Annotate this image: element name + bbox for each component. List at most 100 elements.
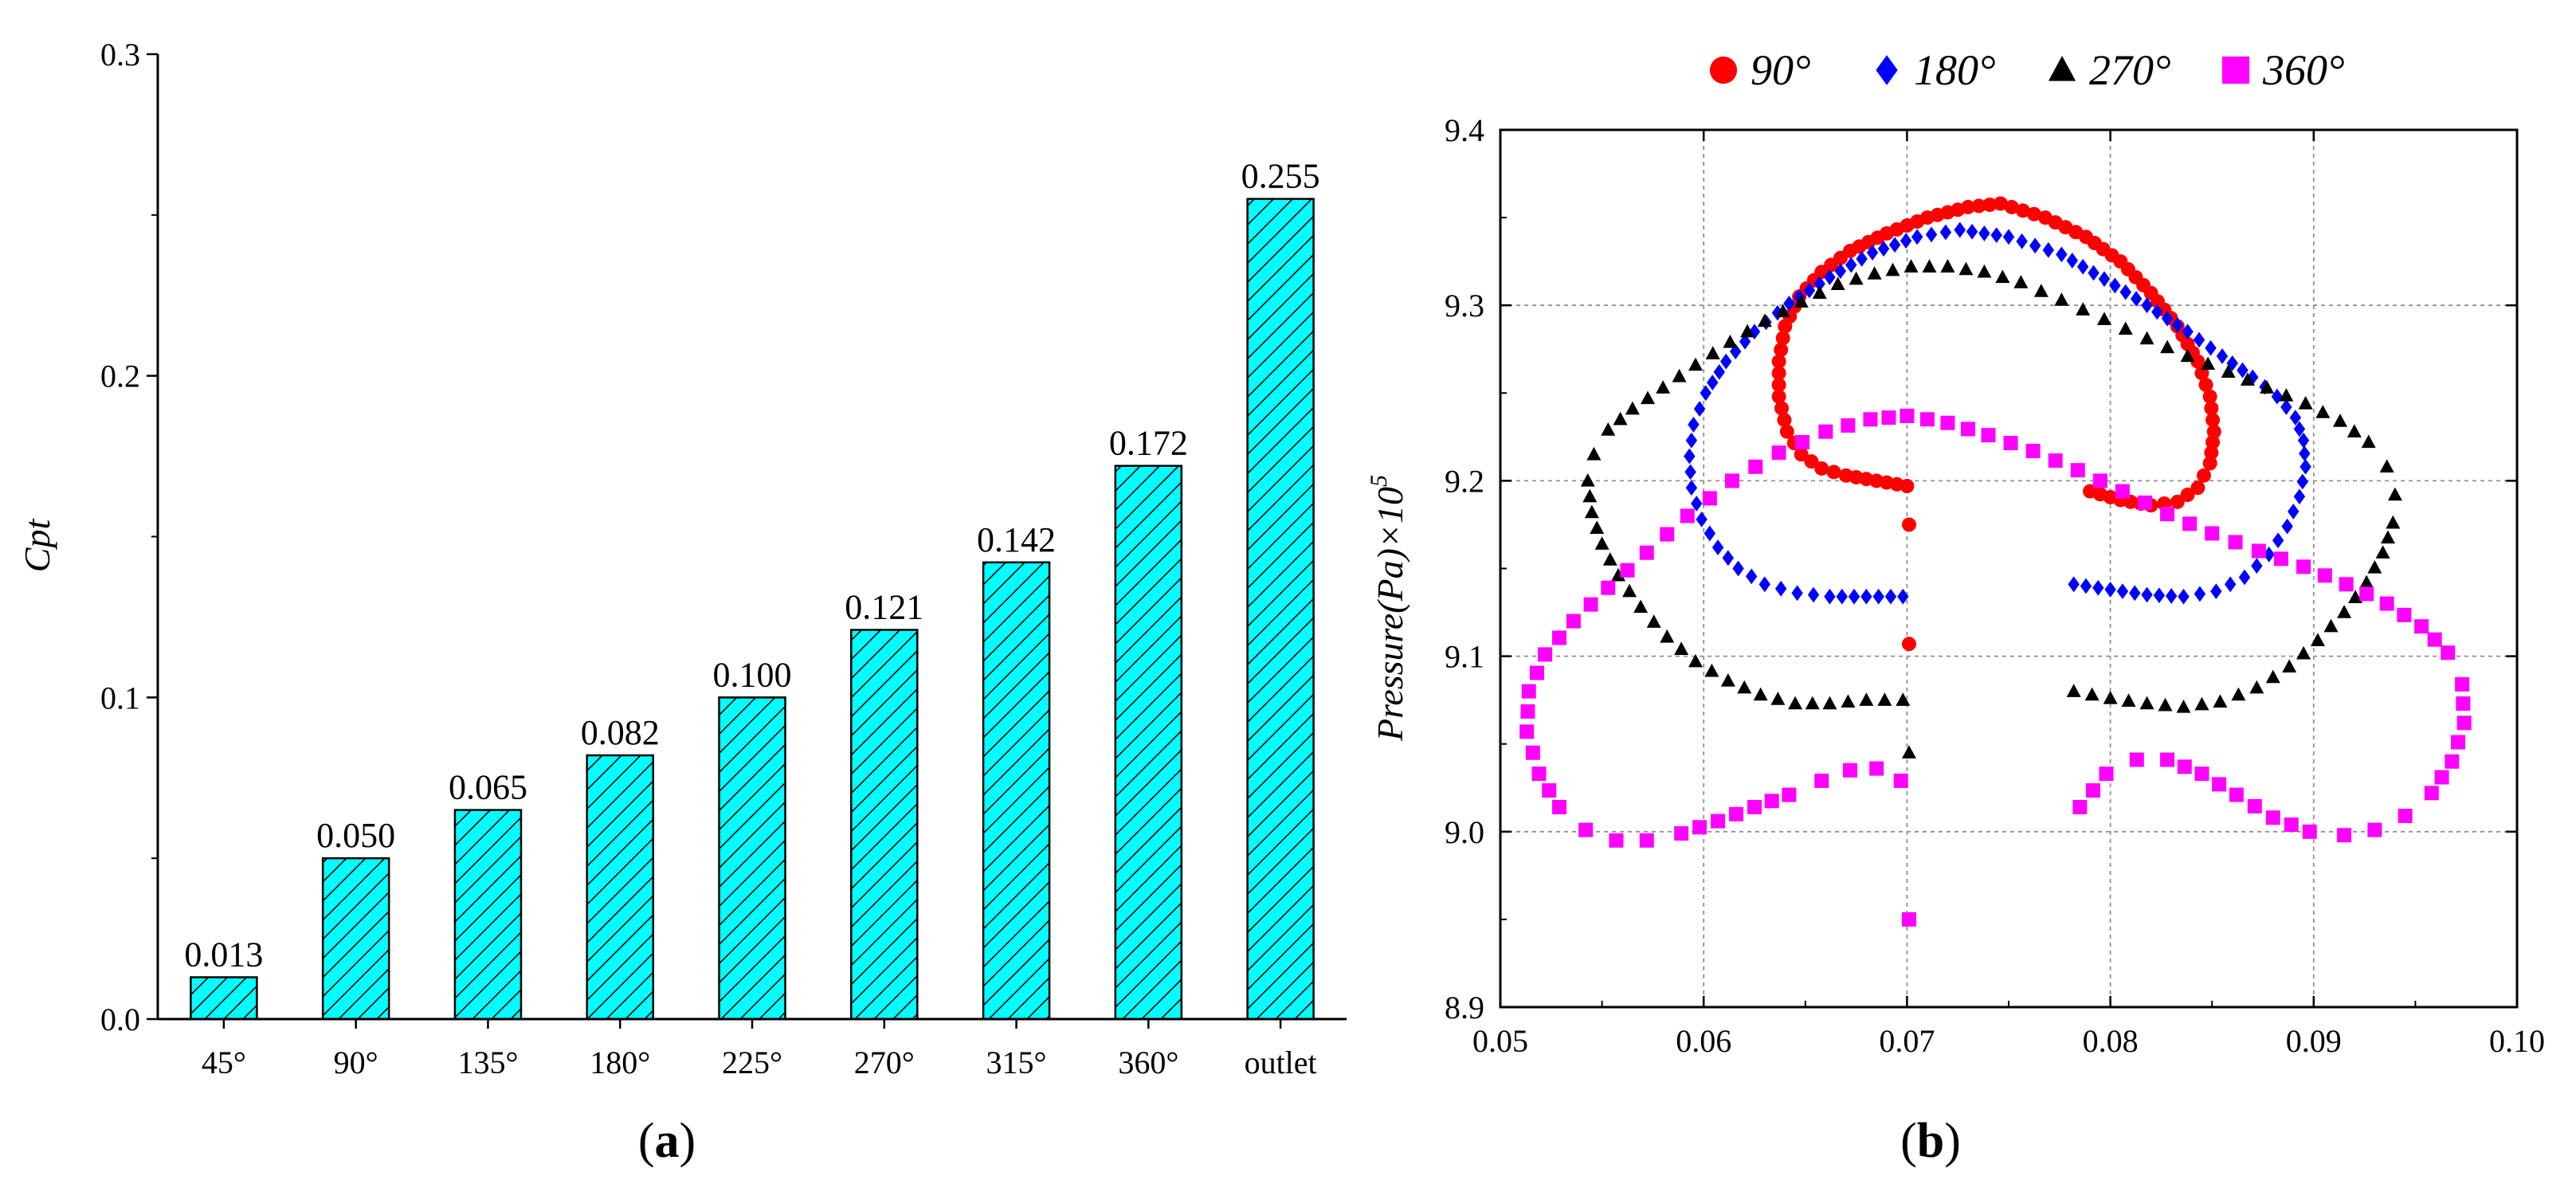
data-point	[2332, 414, 2347, 427]
y-tick-label: 9.2	[1445, 463, 1484, 499]
data-point	[1529, 665, 1544, 680]
data-point	[1771, 354, 1786, 369]
bar-value-label: 0.065	[449, 768, 527, 807]
data-point	[1922, 259, 1937, 272]
data-point	[2249, 680, 2264, 694]
data-point	[1590, 520, 1605, 535]
data-point	[1876, 55, 1898, 85]
data-point	[1732, 560, 1744, 577]
data-point	[2048, 453, 2063, 469]
data-point	[1845, 257, 1857, 273]
data-point	[1836, 588, 1848, 605]
data-point	[1531, 766, 1547, 782]
data-point	[2212, 777, 2227, 792]
data-point	[1966, 223, 1978, 240]
bar-chart-y-axis-label: Cpt	[17, 519, 57, 573]
data-point	[1774, 401, 1790, 416]
data-point	[1872, 588, 1884, 605]
data-point	[2190, 480, 2205, 496]
data-point	[1900, 233, 1912, 249]
data-point	[1901, 517, 1916, 532]
x-tick-label: 360°	[1118, 1045, 1178, 1080]
x-tick-label: 180°	[590, 1045, 650, 1080]
data-point	[1771, 366, 1786, 381]
data-point	[2194, 766, 2209, 782]
data-point	[1877, 692, 1892, 706]
data-point	[2237, 362, 2249, 378]
data-point	[1960, 199, 1975, 214]
data-point	[1646, 614, 1661, 628]
data-point	[1813, 276, 1825, 292]
data-point	[2359, 574, 2374, 589]
data-point	[2202, 389, 2217, 404]
data-point	[2229, 787, 2244, 802]
x-tick-label: 45°	[202, 1045, 246, 1080]
data-point	[2029, 237, 2041, 254]
data-point	[1709, 56, 1738, 84]
data-point	[1538, 647, 1553, 662]
data-point	[2025, 443, 2041, 458]
data-point	[1584, 504, 1599, 519]
data-point	[1841, 418, 1856, 433]
data-point	[1940, 415, 1955, 430]
data-point	[1685, 480, 1698, 496]
data-point	[1685, 432, 1698, 449]
data-point	[2092, 473, 2107, 488]
x-tick-label: 225°	[722, 1045, 782, 1080]
data-point	[1601, 422, 1616, 436]
data-point	[1764, 794, 1779, 809]
data-point	[2085, 783, 2100, 798]
data-point	[2379, 459, 2394, 472]
data-point	[2121, 693, 2136, 707]
y-tick-label: 0.2	[100, 359, 140, 394]
data-point	[1860, 588, 1872, 605]
data-point	[2298, 396, 2313, 410]
data-point	[1688, 653, 1703, 668]
data-point	[2096, 312, 2111, 326]
panel-b-label: (b)	[1900, 1114, 1961, 1168]
data-point	[1779, 424, 1794, 439]
panel-a-letter: a	[655, 1114, 680, 1168]
series-circle	[1771, 196, 2221, 652]
data-point	[2130, 291, 2143, 307]
data-point	[1582, 488, 1598, 503]
data-point	[1583, 597, 1598, 612]
data-point	[2016, 233, 2028, 249]
data-point	[1720, 353, 1732, 370]
data-point	[2056, 246, 2068, 263]
data-point	[1805, 696, 1820, 710]
data-point	[2092, 579, 2104, 596]
data-point	[2339, 577, 2354, 592]
data-point	[1814, 773, 1829, 788]
bar-value-label: 0.100	[713, 655, 792, 694]
legend-marker	[2221, 56, 2250, 84]
data-point	[2300, 458, 2311, 475]
data-point	[2066, 253, 2078, 269]
data-point	[1700, 385, 1711, 402]
data-point	[2398, 808, 2413, 823]
data-point	[1849, 271, 1864, 285]
data-point	[1702, 491, 1717, 506]
bar-hatch	[982, 561, 1051, 1021]
data-point	[2066, 684, 2081, 697]
data-point	[2171, 317, 2184, 333]
data-point	[1601, 580, 1616, 595]
data-point	[2068, 576, 2080, 593]
data-point	[1578, 822, 1594, 837]
data-point	[1782, 787, 1797, 802]
data-point	[1869, 761, 1884, 776]
data-point	[2109, 277, 2121, 294]
legend-marker	[1876, 55, 1898, 85]
data-point	[1804, 454, 1819, 469]
data-point	[1901, 637, 1916, 652]
data-point	[1586, 446, 1602, 461]
data-point	[1602, 552, 1617, 566]
data-point	[2205, 526, 2220, 541]
x-tick-label: 135°	[457, 1045, 518, 1080]
data-point	[2224, 576, 2237, 593]
data-point	[1824, 588, 1836, 605]
data-point	[2361, 434, 2376, 449]
data-point	[2205, 413, 2221, 428]
data-point	[1771, 445, 1786, 461]
data-point	[1542, 783, 1557, 798]
